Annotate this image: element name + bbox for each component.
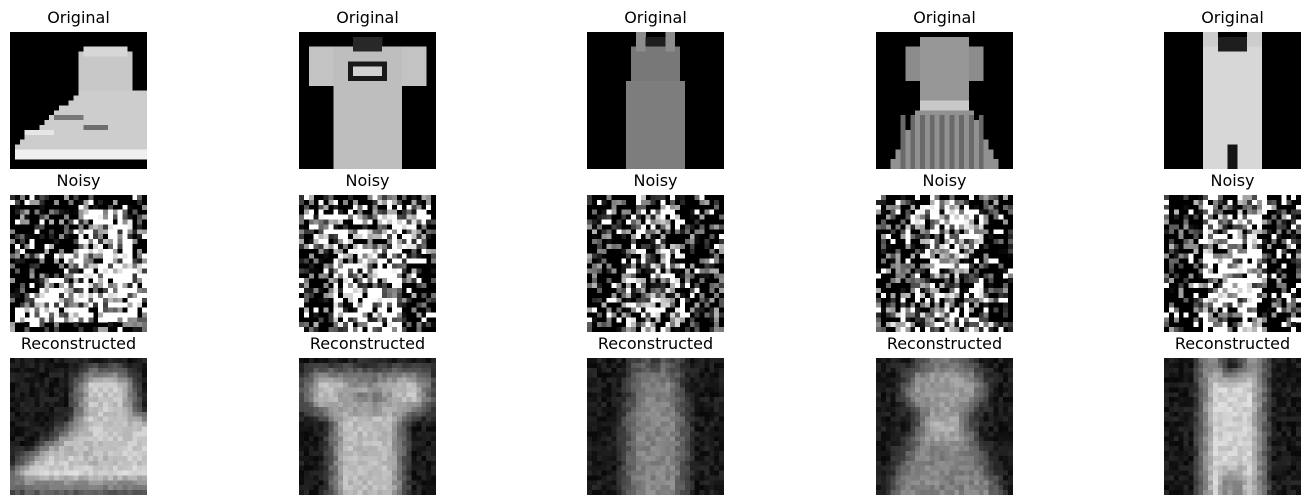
noisy-image-tank-top-dark bbox=[587, 195, 724, 332]
noisy-title-1: Noisy bbox=[56, 171, 101, 190]
original-title-5: Original bbox=[1201, 8, 1264, 27]
reconstructed-title-5: Reconstructed bbox=[1174, 334, 1291, 353]
original-title-2: Original bbox=[336, 8, 399, 27]
noisy-image-t-shirt bbox=[299, 195, 436, 332]
reconstructed-title-1: Reconstructed bbox=[20, 334, 137, 353]
noisy-title-3: Noisy bbox=[633, 171, 678, 190]
original-title-4: Original bbox=[913, 8, 976, 27]
noisy-title-5: Noisy bbox=[1210, 171, 1255, 190]
original-image-tank-top-light bbox=[1164, 32, 1301, 169]
noisy-image-tank-top-light bbox=[1164, 195, 1301, 332]
noisy-image-dress bbox=[876, 195, 1013, 332]
original-image-tank-top-dark bbox=[587, 32, 724, 169]
reconstructed-image-tank-top-light bbox=[1164, 358, 1301, 495]
reconstructed-title-3: Reconstructed bbox=[597, 334, 714, 353]
reconstructed-image-dress bbox=[876, 358, 1013, 495]
reconstructed-image-ankle-boot bbox=[10, 358, 147, 495]
original-image-ankle-boot bbox=[10, 32, 147, 169]
noisy-title-4: Noisy bbox=[922, 171, 967, 190]
reconstructed-image-t-shirt bbox=[299, 358, 436, 495]
original-image-dress bbox=[876, 32, 1013, 169]
reconstructed-image-tank-top-dark bbox=[587, 358, 724, 495]
original-title-1: Original bbox=[47, 8, 110, 27]
original-title-3: Original bbox=[624, 8, 687, 27]
reconstructed-title-4: Reconstructed bbox=[886, 334, 1003, 353]
noisy-image-ankle-boot bbox=[10, 195, 147, 332]
noisy-title-2: Noisy bbox=[345, 171, 390, 190]
original-image-t-shirt bbox=[299, 32, 436, 169]
reconstructed-title-2: Reconstructed bbox=[309, 334, 426, 353]
